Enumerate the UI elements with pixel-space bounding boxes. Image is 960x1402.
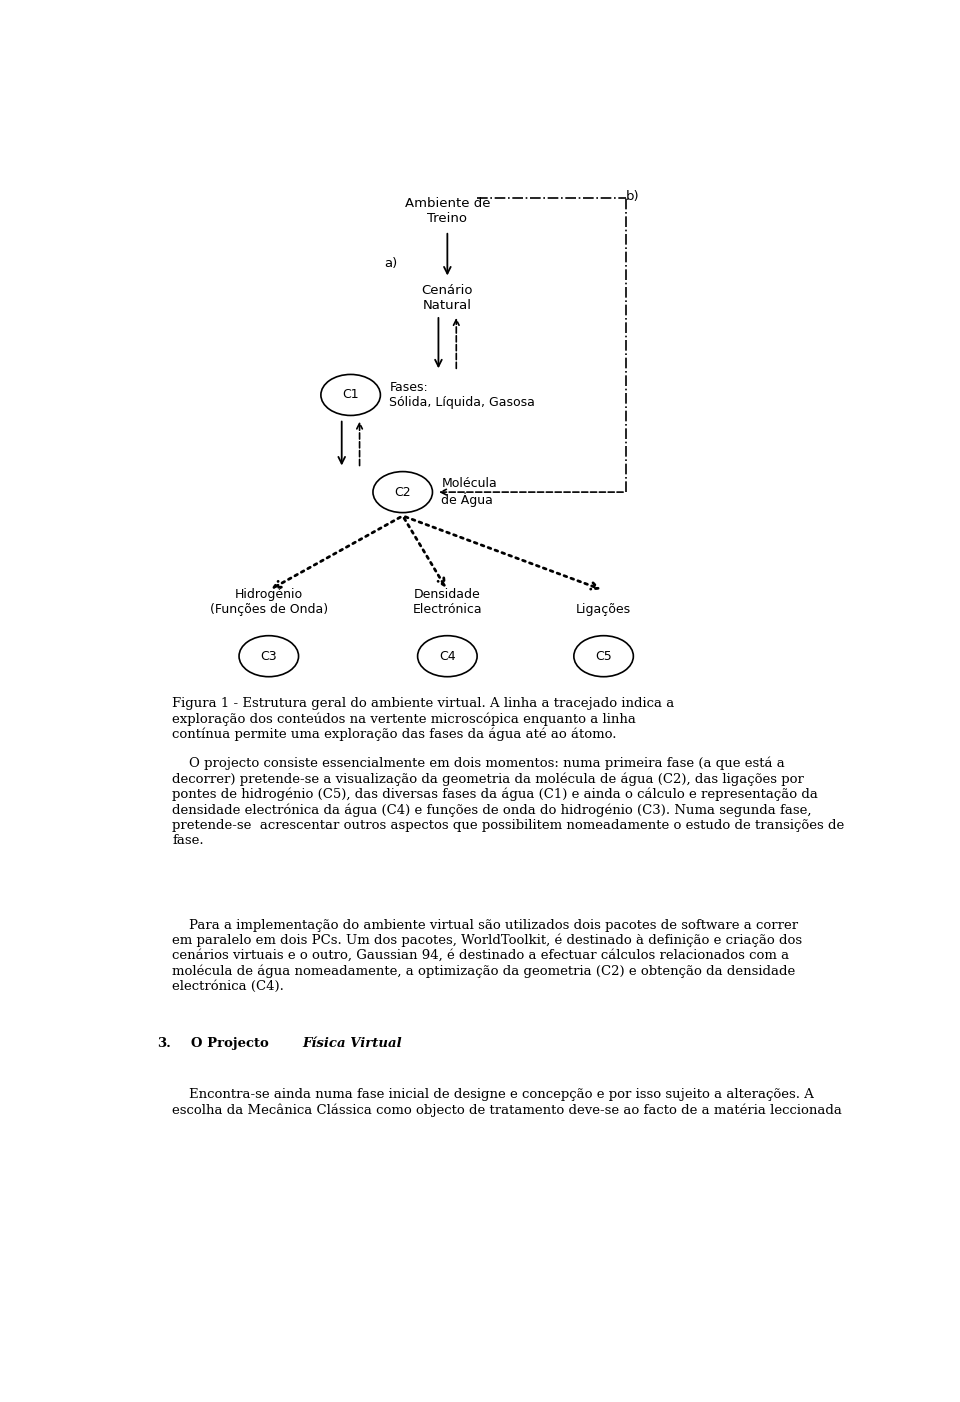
Text: Ligações: Ligações <box>576 603 631 617</box>
Text: O projecto consiste essencialmente em dois momentos: numa primeira fase (a que e: O projecto consiste essencialmente em do… <box>172 757 845 847</box>
Text: C5: C5 <box>595 649 612 663</box>
Text: Hidrogénio
(Funções de Onda): Hidrogénio (Funções de Onda) <box>209 589 328 617</box>
Text: Molécula
de Água: Molécula de Água <box>442 477 497 508</box>
Text: b): b) <box>626 189 639 203</box>
Text: C3: C3 <box>260 649 277 663</box>
Text: Figura 1 - Estrutura geral do ambiente virtual. A linha a tracejado indica a
exp: Figura 1 - Estrutura geral do ambiente v… <box>172 697 674 742</box>
Text: Fases:
Sólida, Líquida, Gasosa: Fases: Sólida, Líquida, Gasosa <box>390 381 536 409</box>
Text: Encontra-se ainda numa fase inicial de designe e concepção e por isso sujeito a : Encontra-se ainda numa fase inicial de d… <box>172 1088 842 1116</box>
Text: Densidade
Electrónica: Densidade Electrónica <box>413 589 482 617</box>
Text: Ambiente de
Treino: Ambiente de Treino <box>404 198 491 226</box>
Text: Cenário
Natural: Cenário Natural <box>421 283 473 311</box>
Text: Para a implementação do ambiente virtual são utilizados dois pacotes de software: Para a implementação do ambiente virtual… <box>172 918 803 993</box>
Text: O Projecto: O Projecto <box>191 1037 273 1050</box>
Text: a): a) <box>384 257 397 269</box>
Text: C1: C1 <box>343 388 359 401</box>
Text: C2: C2 <box>395 485 411 499</box>
Text: 3.: 3. <box>157 1037 171 1050</box>
Text: C4: C4 <box>439 649 456 663</box>
Text: Física Virtual: Física Virtual <box>302 1037 402 1050</box>
